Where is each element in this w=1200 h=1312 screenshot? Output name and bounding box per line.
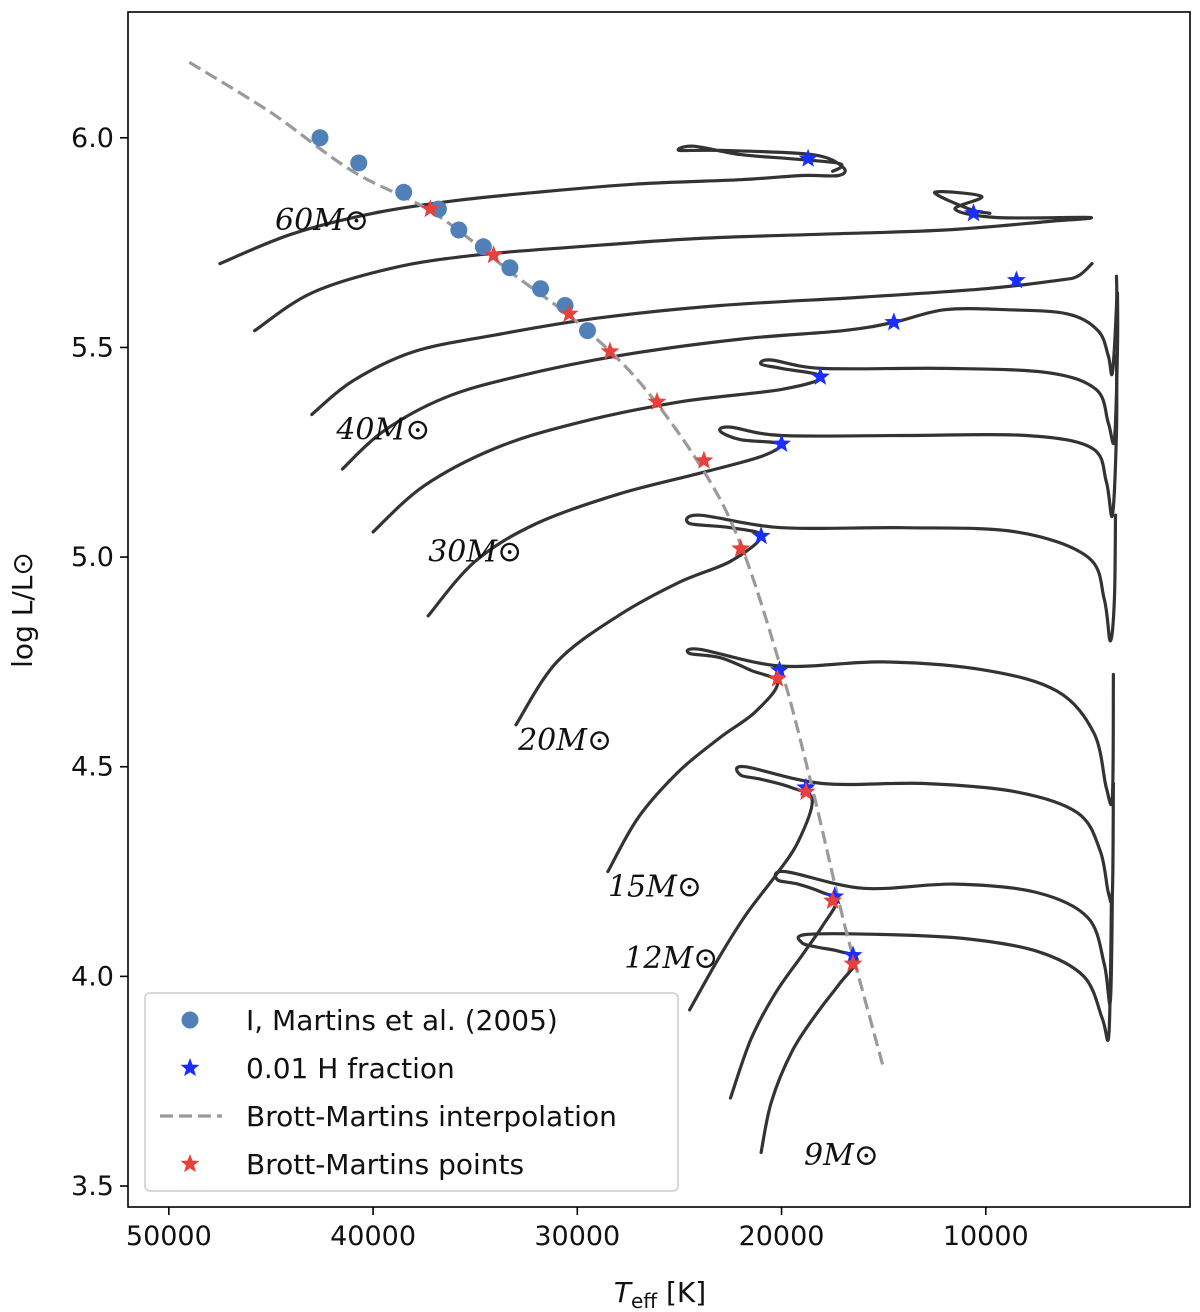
martins-point	[311, 129, 329, 147]
x-tick-label: 50000	[126, 1221, 212, 1252]
legend-label: Brott-Martins interpolation	[246, 1100, 617, 1133]
x-tick-label: 20000	[739, 1221, 825, 1252]
mass-label: 40M⊙	[335, 413, 430, 448]
martins-point	[350, 154, 368, 172]
legend-marker-star	[180, 1058, 200, 1077]
bm-point	[420, 199, 440, 218]
hfrac-point	[798, 148, 818, 167]
hfrac-point	[825, 886, 845, 905]
martins-point	[474, 238, 492, 256]
hfrac-point	[751, 526, 771, 545]
bm-point	[484, 245, 504, 264]
bm-point	[647, 391, 667, 410]
mass-labels-group: 60M⊙ 40M⊙ 30M⊙ 20M⊙ 15M⊙ 12M⊙ 9M⊙	[275, 203, 879, 1173]
interpolation-line	[188, 60, 886, 1070]
mass-label: 60M⊙	[275, 203, 369, 238]
track-line	[426, 354, 1119, 618]
track-line	[514, 513, 1118, 727]
y-axis-label: log L/L⊙	[6, 552, 39, 668]
bm-point	[559, 303, 579, 322]
bm-point	[731, 538, 751, 557]
hfrac-point	[1006, 270, 1026, 289]
track-line	[759, 899, 1113, 1155]
x-tick-label: 40000	[330, 1221, 416, 1252]
bm-point	[767, 668, 787, 687]
y-tick-label: 6.0	[71, 123, 114, 154]
x-tick-label: 30000	[534, 1221, 620, 1252]
mass-label: 9M⊙	[804, 1138, 879, 1173]
bm-point	[843, 953, 863, 972]
track-line	[310, 262, 1094, 417]
bm-point	[796, 781, 816, 800]
legend-label: I, Martins et al. (2005)	[246, 1004, 558, 1037]
martins-point	[532, 280, 550, 298]
hfrac-point	[772, 433, 791, 452]
hfrac-point	[884, 312, 904, 331]
x-axis-label: Teff [K]	[614, 1276, 706, 1312]
legend-marker-star	[180, 1154, 200, 1173]
track-line	[728, 869, 1114, 1100]
martins-point	[395, 183, 413, 201]
mass-label: 12M⊙	[624, 941, 718, 976]
interpolation-curve-group	[188, 60, 886, 1070]
mass-label: 15M⊙	[608, 870, 702, 905]
martins-point	[501, 259, 519, 277]
legend-label: Brott-Martins points	[246, 1148, 524, 1181]
martins-point	[450, 221, 468, 239]
y-tick-label: 3.5	[71, 1171, 114, 1202]
mass-label: 30M⊙	[428, 534, 522, 569]
bm-point	[600, 341, 620, 360]
track-line	[606, 647, 1115, 874]
bm-point	[694, 450, 714, 469]
legend: I, Martins et al. (2005) 0.01 H fraction B…	[144, 992, 679, 1192]
y-tick-label: 5.0	[71, 542, 114, 573]
legend-marker-circle	[181, 1011, 199, 1029]
track-line	[371, 291, 1120, 534]
axes-group: 50000 40000 30000 20000 10000 3.5 4.0 4.5 5.0 5.5…	[71, 123, 1029, 1252]
legend-box	[144, 992, 679, 1192]
legend-label: 0.01 H fraction	[246, 1052, 455, 1085]
y-tick-label: 4.5	[71, 752, 114, 783]
mass-label: 20M⊙	[517, 723, 612, 758]
track-line	[253, 190, 1094, 333]
y-tick-label: 4.0	[71, 961, 114, 992]
martins-point	[579, 322, 597, 340]
hfrac-point	[810, 366, 830, 385]
plot-frame	[127, 11, 1191, 1208]
hfrac-point	[770, 660, 789, 679]
evolutionary-tracks	[218, 144, 1120, 1155]
y-tick-label: 5.5	[71, 332, 114, 363]
x-tick-label: 10000	[943, 1221, 1029, 1252]
markers-group	[311, 129, 1026, 972]
hfrac-point	[964, 203, 983, 222]
bm-point	[823, 890, 843, 909]
